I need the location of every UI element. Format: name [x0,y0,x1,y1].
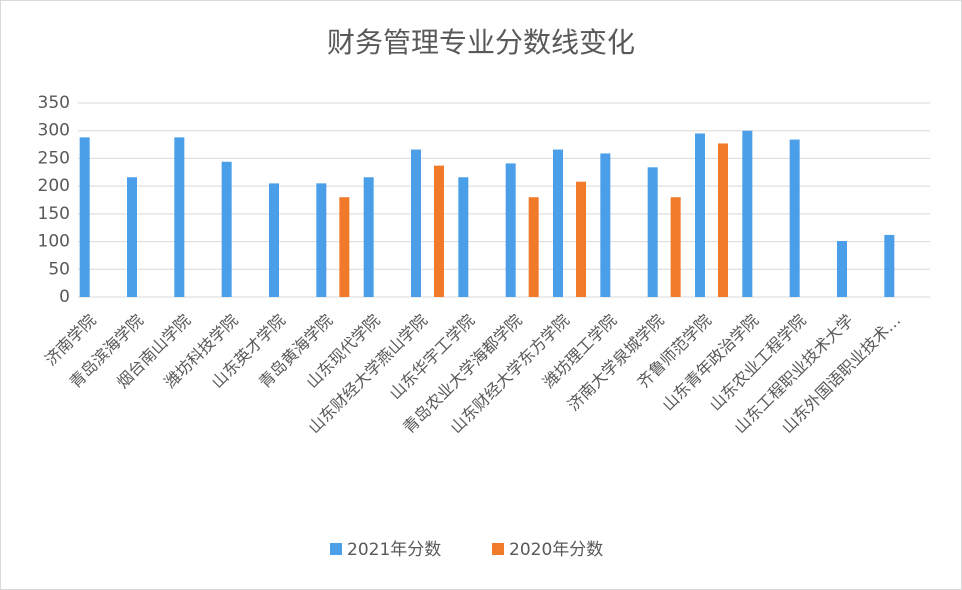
bar [434,165,444,297]
bar [363,177,374,297]
y-tick-label: 350 [38,93,70,113]
bar [789,139,800,297]
legend-label: 2021年分数 [347,540,441,560]
y-tick-label: 250 [38,148,70,168]
bar [600,153,611,297]
y-tick-label: 300 [38,121,70,141]
y-tick-label: 100 [38,232,70,252]
bar [742,130,753,297]
bar [695,133,705,297]
legend-label: 2020年分数 [509,540,603,560]
bar [269,183,279,297]
bar [174,137,185,297]
bar [670,197,681,297]
bar [553,149,563,297]
bar [837,241,847,297]
legend-swatch [330,543,342,555]
bar [647,167,658,297]
bar [411,149,421,297]
bar [528,197,539,297]
bar [505,163,516,297]
bar [221,161,232,297]
bar [127,177,137,297]
bar [884,234,895,297]
y-tick-label: 200 [38,176,70,196]
bar [718,143,728,297]
bar [316,183,327,297]
y-tick-label: 150 [38,204,70,224]
bar [79,137,90,297]
chart-title: 财务管理专业分数线变化 [327,26,635,59]
bar [576,181,586,297]
bar [339,197,350,297]
bar [458,177,469,297]
legend-swatch [492,543,504,555]
y-tick-label: 50 [48,259,70,279]
y-tick-label: 0 [59,287,70,307]
